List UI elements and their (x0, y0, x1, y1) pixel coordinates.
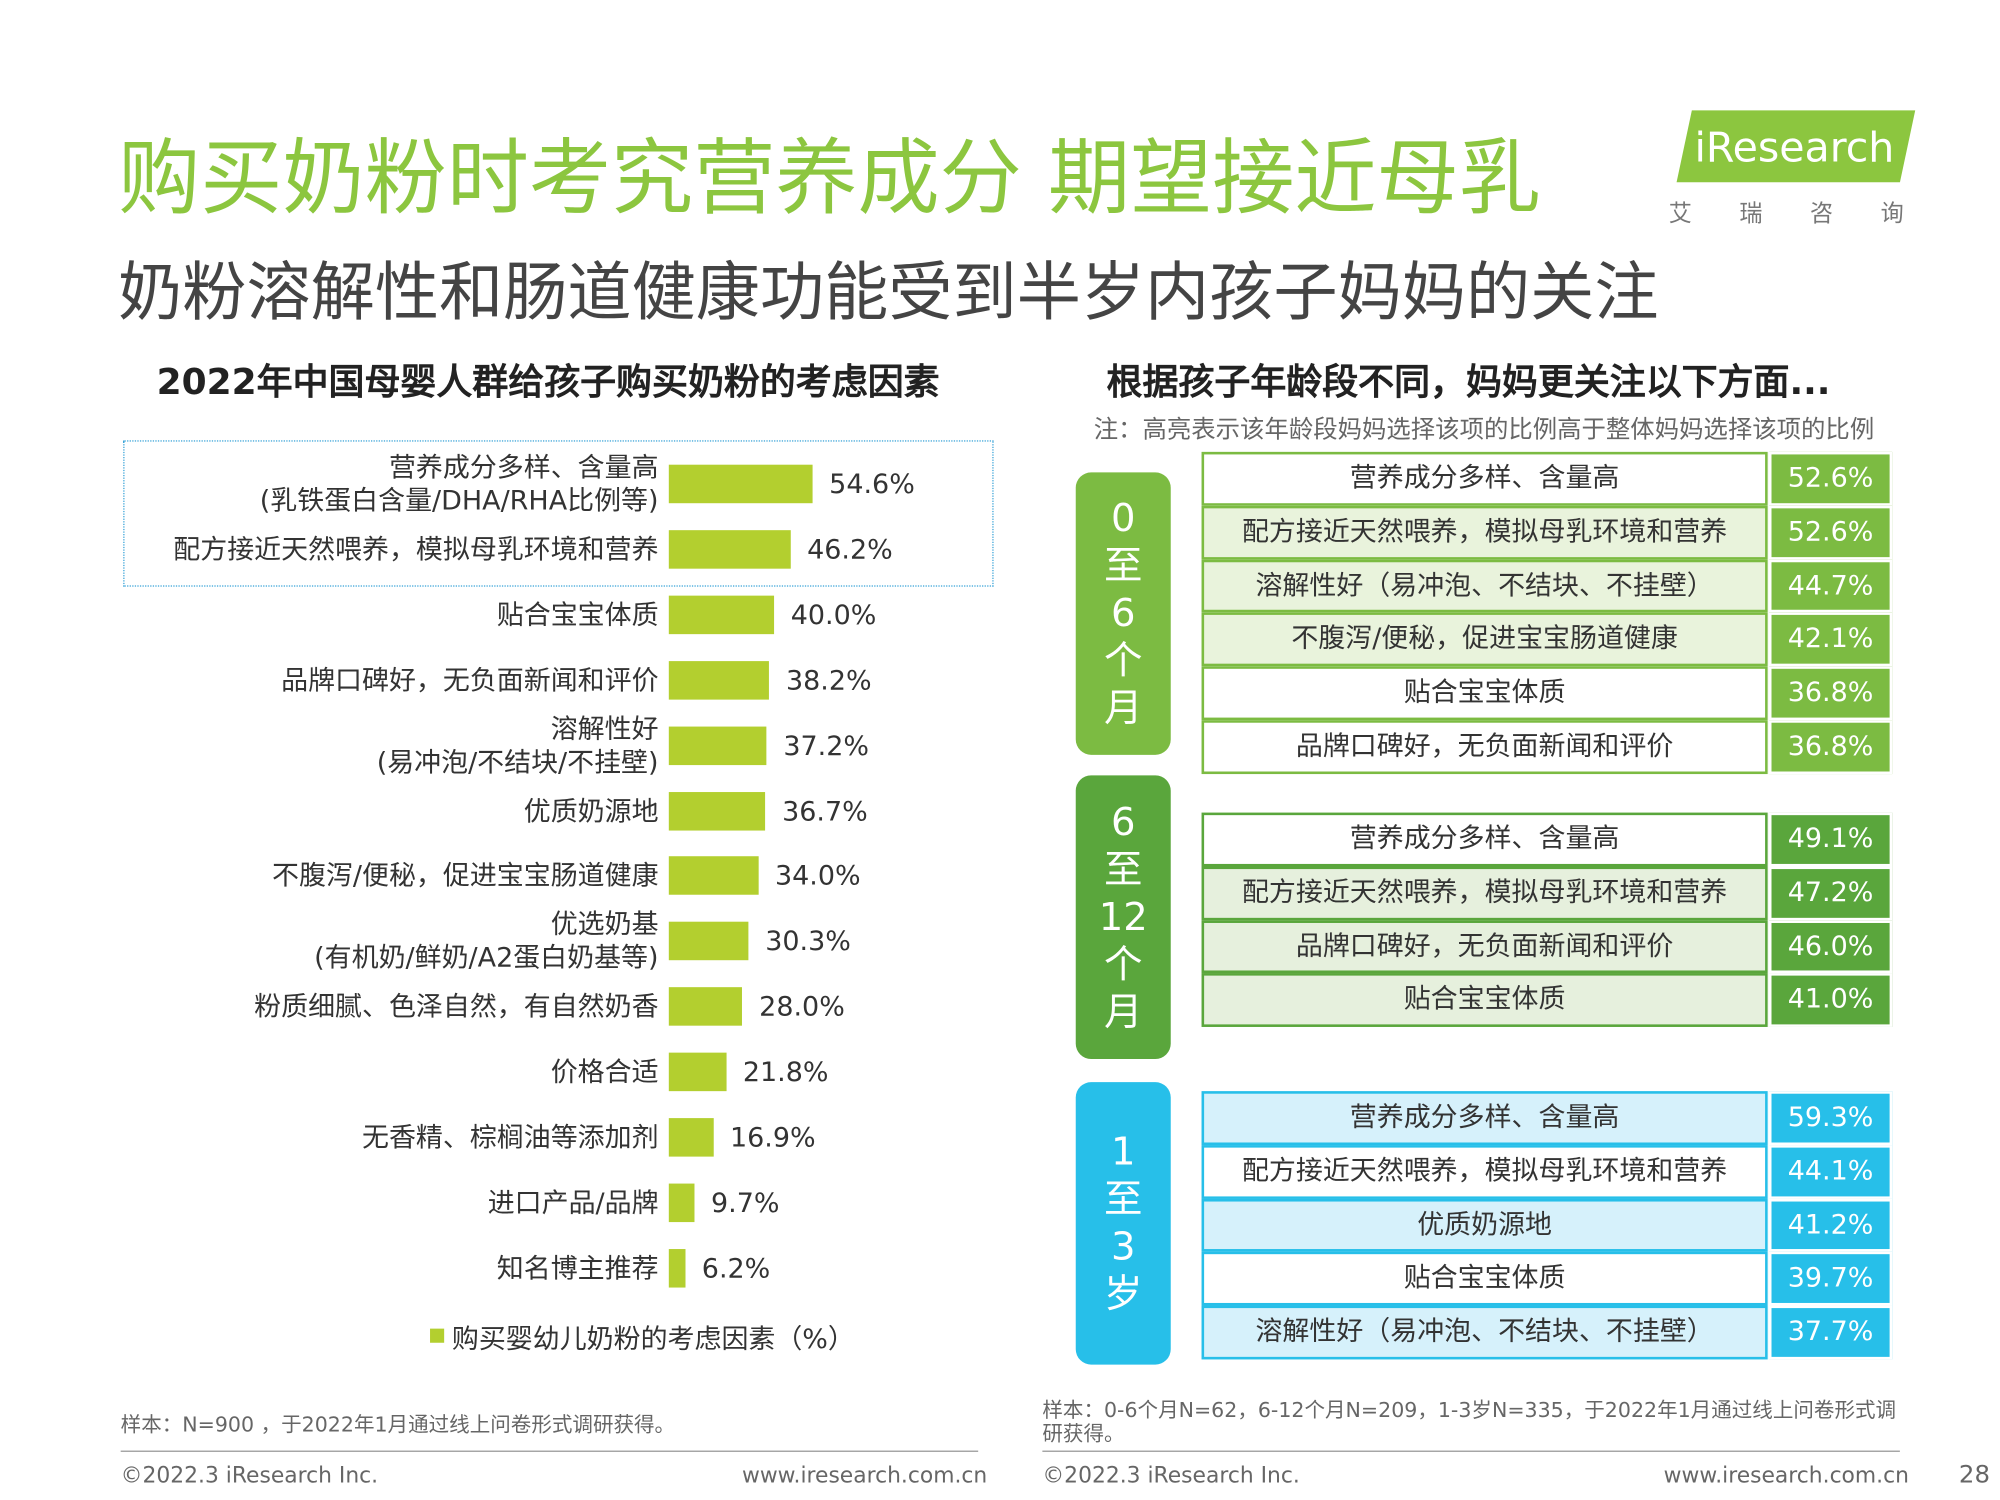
category-label: 粉质细腻、色泽自然，有自然奶香 (254, 991, 659, 1023)
category-label: 不腹泻/便秘，促进宝宝肠道健康 (272, 860, 659, 892)
bar (668, 530, 791, 569)
category-label: 优选奶基 (有机奶/鲜奶/A2蛋白奶基等) (314, 909, 659, 974)
page-number: 28 (1958, 1460, 1990, 1490)
row-value: 41.2% (1768, 1198, 1893, 1253)
row-item: 贴合宝宝体质 (1201, 973, 1768, 1028)
row-value: 52.6% (1768, 505, 1893, 560)
category-label: 配方接近天然喂养，模拟母乳环境和营养 (173, 533, 659, 565)
value-label: 34.0% (774, 860, 861, 892)
category-label: 营养成分多样、含量高 (乳铁蛋白含量/DHA/RHA比例等) (259, 451, 659, 517)
row-value: 36.8% (1768, 666, 1893, 721)
row-item: 优质奶源地 (1201, 1198, 1768, 1253)
group-box (1075, 1082, 1171, 1365)
row-value: 44.7% (1768, 559, 1893, 613)
bar (668, 464, 813, 504)
bar (668, 987, 743, 1026)
row-value: 42.1% (1768, 612, 1893, 667)
row-item: 配方接近天然喂养，模拟母乳环境和营养 (1201, 1144, 1768, 1199)
category-label: 优质奶源地 (523, 795, 659, 827)
category-label: 品牌口碑好，无负面新闻和评价 (281, 664, 659, 696)
bar (668, 856, 759, 896)
row-value: 59.3% (1768, 1091, 1893, 1145)
value-label: 38.2% (786, 664, 872, 696)
title: 购买奶粉时考究营养成分 期望接近母乳 (118, 132, 1541, 228)
sample-note: 样本：N=900 ，于2022年1月通过线上问卷形式调研获得。 (120, 1412, 676, 1437)
bar (668, 1248, 686, 1288)
legend-swatch (430, 1328, 445, 1343)
value-label: 6.2% (701, 1252, 771, 1284)
panel-note: 注：高亮表示该年龄段妈妈选择该项的比例高于整体妈妈选择该项的比例 (1093, 415, 1875, 445)
row-value: 44.1% (1768, 1144, 1893, 1199)
row-value: 41.0% (1768, 973, 1893, 1028)
row-item: 品牌口碑好，无负面新闻和评价 (1201, 919, 1768, 974)
copyright: ©2022.3 iResearch Inc. (1042, 1463, 1300, 1490)
bar (668, 1118, 714, 1157)
logo: iResearch (1694, 123, 1895, 173)
bar (668, 1183, 695, 1222)
sample-note: 样本：0-6个月N=62，6-12个月N=209，1-3岁N=335，于2022… (1042, 1397, 1897, 1446)
value-label: 36.7% (782, 795, 868, 827)
row-item: 营养成分多样、含量高 (1201, 812, 1768, 867)
row-item: 营养成分多样、含量高 (1201, 1091, 1768, 1145)
category-label: 无香精、棕榈油等添加剂 (362, 1121, 659, 1153)
row-value: 39.7% (1768, 1252, 1893, 1306)
value-label: 21.8% (742, 1056, 829, 1088)
category-label: 进口产品/品牌 (487, 1187, 659, 1219)
row-value: 49.1% (1768, 812, 1893, 867)
category-label: 知名博主推荐 (496, 1252, 659, 1284)
legend-label: 购买婴幼儿奶粉的考虑因素（%） (451, 1323, 855, 1355)
row-item: 营养成分多样、含量高 (1201, 451, 1768, 506)
group-box (1075, 775, 1171, 1060)
bar (668, 726, 767, 765)
value-label: 9.7% (711, 1187, 780, 1219)
row-item: 不腹泻/便秘，促进宝宝肠道健康 (1201, 612, 1768, 667)
category-label: 价格合适 (550, 1056, 659, 1088)
value-label: 28.0% (759, 991, 845, 1023)
chart-title: 2022年中国母婴人群给孩子购买奶粉的考虑因素 (156, 360, 940, 404)
row-value: 52.6% (1768, 451, 1893, 506)
row-item: 配方接近天然喂养，模拟母乳环境和营养 (1201, 866, 1768, 920)
bar (668, 595, 775, 634)
group-label: 0至6个月 (1103, 496, 1143, 732)
rule (120, 1450, 979, 1452)
row-item: 品牌口碑好，无负面新闻和评价 (1201, 720, 1768, 774)
category-label: 贴合宝宝体质 (496, 599, 659, 631)
row-value: 37.7% (1768, 1305, 1893, 1360)
group-label: 1至3岁 (1103, 1129, 1143, 1318)
row-item: 配方接近天然喂养，模拟母乳环境和营养 (1201, 505, 1768, 560)
panel-title: 根据孩子年龄段不同，妈妈更关注以下方面... (1106, 360, 1831, 404)
group-box (1075, 472, 1171, 755)
row-item: 贴合宝宝体质 (1201, 1252, 1768, 1306)
value-label: 30.3% (765, 925, 851, 957)
value-label: 46.2% (807, 533, 893, 565)
bar (668, 791, 766, 830)
group-label: 6至12个月 (1098, 799, 1148, 1035)
subtitle: 奶粉溶解性和肠道健康功能受到半岁内孩子妈妈的关注 (118, 255, 1659, 330)
highlight-box (123, 440, 994, 587)
logo-sub: 艾瑞咨询 (1668, 200, 1952, 228)
row-value: 46.0% (1768, 919, 1893, 974)
row-value: 47.2% (1768, 866, 1893, 920)
copyright: ©2022.3 iResearch Inc. (120, 1463, 379, 1490)
value-label: 40.0% (790, 599, 877, 631)
bar (668, 922, 749, 961)
url: www.iresearch.com.cn (1663, 1463, 1909, 1490)
url: www.iresearch.com.cn (741, 1463, 988, 1490)
value-label: 37.2% (783, 729, 870, 761)
category-label: 溶解性好 (易冲泡/不结块/不挂壁) (376, 713, 659, 778)
row-value: 36.8% (1768, 720, 1893, 774)
bar (668, 1052, 727, 1092)
bar (668, 660, 770, 700)
row-item: 溶解性好（易冲泡、不结块、不挂壁） (1201, 1305, 1768, 1360)
value-label: 54.6% (829, 468, 915, 500)
value-label: 16.9% (729, 1121, 816, 1153)
row-item: 贴合宝宝体质 (1201, 666, 1768, 721)
row-item: 溶解性好（易冲泡、不结块、不挂壁） (1201, 559, 1768, 613)
rule (1042, 1450, 1900, 1452)
